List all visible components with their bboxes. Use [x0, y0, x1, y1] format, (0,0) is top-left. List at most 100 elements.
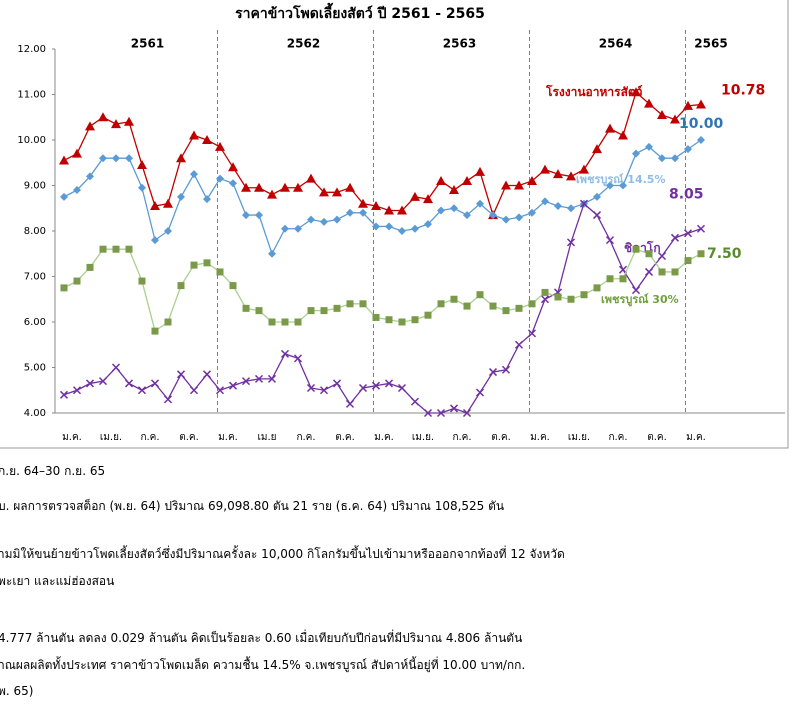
- marker: [177, 192, 185, 201]
- y-tick-label: 9.00: [24, 181, 46, 192]
- marker: [332, 379, 342, 388]
- marker: [320, 307, 328, 315]
- marker: [202, 135, 212, 144]
- series-name: เพชรบูรณ์ 30%: [601, 293, 679, 307]
- marker: [371, 200, 381, 210]
- marker: [450, 295, 458, 303]
- marker: [631, 286, 641, 295]
- x-tick-label: ม.ค.: [686, 432, 706, 443]
- marker: [359, 208, 367, 217]
- text-line: าณผลผลิตทั้งประเทศ ราคาข้าวโพดเมล็ด ความ…: [0, 658, 526, 672]
- x-tick-label: ม.ค.: [218, 432, 238, 443]
- marker: [242, 211, 250, 220]
- marker: [605, 123, 615, 133]
- marker: [59, 390, 69, 399]
- marker: [579, 199, 589, 208]
- marker: [501, 365, 511, 374]
- marker: [112, 154, 120, 163]
- marker: [696, 224, 706, 233]
- marker: [111, 119, 121, 129]
- marker: [164, 227, 172, 235]
- marker: [307, 215, 315, 224]
- marker: [658, 154, 666, 163]
- marker: [294, 224, 302, 233]
- x-tick-label: ม.ค.: [62, 432, 82, 443]
- marker: [554, 201, 562, 210]
- marker: [684, 145, 692, 154]
- marker: [502, 307, 510, 315]
- marker: [281, 318, 289, 326]
- marker: [658, 268, 666, 276]
- marker: [268, 318, 276, 326]
- marker: [670, 114, 680, 124]
- marker: [579, 164, 589, 174]
- marker: [514, 180, 524, 190]
- marker: [437, 300, 445, 308]
- x-tick-label: ต.ค.: [179, 432, 199, 443]
- marker: [436, 175, 446, 185]
- marker: [671, 268, 679, 276]
- marker: [176, 153, 186, 163]
- marker: [371, 381, 381, 390]
- marker: [384, 205, 394, 215]
- marker: [138, 277, 146, 285]
- marker: [475, 388, 485, 397]
- y-tick-label: 4.00: [24, 408, 46, 419]
- marker: [306, 173, 316, 183]
- marker: [501, 180, 511, 190]
- marker: [697, 136, 705, 144]
- marker: [657, 251, 667, 261]
- marker: [164, 318, 172, 326]
- marker: [319, 187, 329, 197]
- y-tick-label: 8.00: [24, 226, 46, 237]
- marker: [216, 174, 224, 183]
- marker: [293, 354, 303, 363]
- marker: [137, 386, 147, 395]
- marker: [567, 295, 575, 303]
- year-label: 2565: [694, 37, 727, 51]
- marker: [657, 109, 667, 119]
- marker: [540, 164, 550, 174]
- marker: [632, 245, 640, 253]
- marker: [345, 182, 355, 192]
- marker: [346, 208, 354, 217]
- marker: [203, 259, 211, 267]
- marker: [125, 154, 133, 163]
- marker: [515, 213, 523, 222]
- x-tick-label: ก.ค.: [452, 432, 471, 443]
- marker: [683, 100, 693, 110]
- marker: [411, 316, 419, 324]
- marker: [644, 267, 654, 276]
- x-tick-label: ก.ค.: [608, 432, 627, 443]
- marker: [619, 181, 627, 190]
- marker: [138, 183, 146, 192]
- marker: [592, 211, 602, 220]
- x-tick-label: ต.ค.: [335, 432, 355, 443]
- marker: [86, 172, 94, 181]
- chart-border: [0, 0, 789, 449]
- marker: [593, 192, 601, 201]
- chart-title: ราคาข้าวโพดเลี้ยงสัตว์ ปี 2561 - 2565: [235, 2, 485, 22]
- x-tick-label: ต.ค.: [491, 432, 511, 443]
- marker: [462, 175, 472, 185]
- marker: [112, 245, 120, 253]
- marker: [606, 181, 614, 190]
- marker: [644, 98, 654, 108]
- marker: [372, 222, 380, 231]
- marker: [229, 282, 237, 290]
- marker: [359, 300, 367, 308]
- marker: [320, 217, 328, 226]
- marker: [424, 220, 432, 229]
- marker: [372, 313, 380, 321]
- marker: [567, 204, 575, 213]
- marker: [255, 307, 263, 315]
- marker: [85, 121, 95, 131]
- marker: [566, 171, 576, 181]
- marker: [489, 211, 497, 220]
- marker: [619, 275, 627, 283]
- x-tick-label: ต.ค.: [647, 432, 667, 443]
- marker: [385, 316, 393, 324]
- marker: [671, 154, 679, 163]
- marker: [150, 379, 160, 388]
- marker: [254, 182, 264, 192]
